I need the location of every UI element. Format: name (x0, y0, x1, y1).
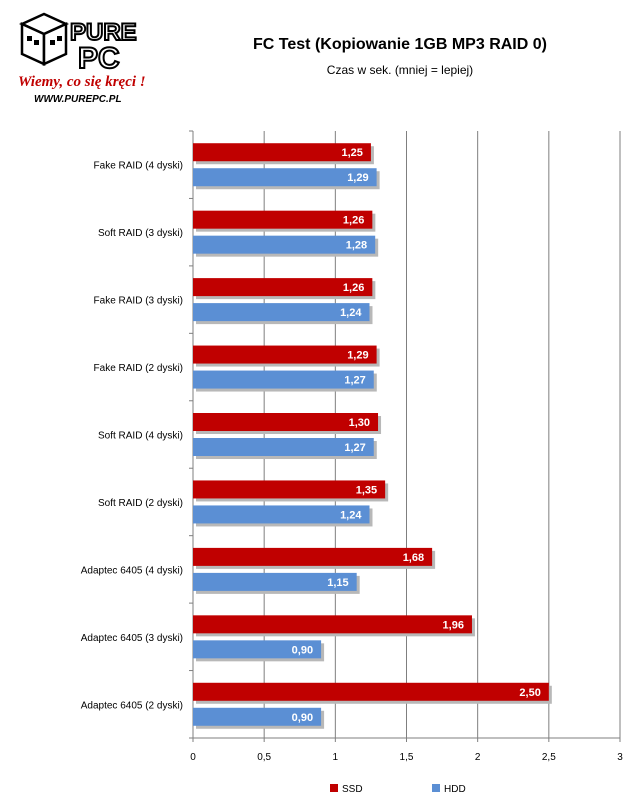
hdd-bar (193, 438, 374, 456)
x-tick-label: 1 (333, 752, 339, 763)
data-label: 2,50 (519, 687, 540, 699)
data-label: 1,25 (341, 147, 362, 159)
ssd-bar (193, 682, 549, 701)
logo-brand-top: PURE (70, 19, 137, 46)
hdd-bar (193, 235, 376, 254)
data-label: 0,90 (292, 712, 313, 724)
x-tick-label: 3 (617, 752, 623, 763)
data-label: 1,24 (340, 509, 362, 521)
data-label: 1,27 (344, 375, 365, 387)
hdd-bar (193, 707, 322, 726)
chart-subtitle: Czas w sek. (mniej = lepiej) (326, 63, 474, 77)
logo-slogan: Wiemy, co się kręci ! (18, 74, 146, 90)
category-label: Adaptec 6405 (2 dyski) (81, 700, 183, 711)
ssd-legend-label: SSD (342, 784, 363, 795)
data-label: 1,27 (344, 442, 365, 454)
ssd-bar (193, 615, 472, 634)
category-label: Fake RAID (4 dyski) (94, 161, 183, 172)
data-label: 1,29 (347, 350, 368, 362)
ssd-bar (193, 480, 386, 499)
purepc-logo-graphic: PURE PC Wiemy, co się kręci ! WWW.PUREPC… (18, 12, 146, 105)
category-label: Soft RAID (2 dyski) (98, 498, 183, 509)
data-label: 1,29 (347, 172, 368, 184)
ssd-bar (193, 143, 371, 162)
category-label: Soft RAID (4 dyski) (98, 431, 183, 442)
hdd-bar (193, 168, 377, 187)
logo-url: WWW.PUREPC.PL (34, 94, 122, 105)
data-label: 1,15 (327, 577, 348, 589)
category-label: Fake RAID (2 dyski) (94, 363, 183, 374)
x-tick-label: 2,5 (542, 752, 556, 763)
x-tick-label: 1,5 (400, 752, 414, 763)
hdd-bar (193, 505, 370, 524)
category-label: Fake RAID (3 dyski) (94, 296, 183, 307)
data-label: 1,26 (343, 215, 364, 227)
purepc-logo: PURE PC Wiemy, co się kręci ! WWW.PUREPC… (12, 6, 182, 106)
logo-brand-bottom: PC (78, 42, 120, 75)
ssd-bar (193, 413, 379, 431)
data-label: 1,35 (356, 484, 377, 496)
x-tick-label: 0,5 (257, 752, 271, 763)
data-label: 1,68 (403, 552, 424, 564)
hdd-legend-label: HDD (444, 784, 466, 795)
hdd-bar (193, 640, 322, 659)
ssd-bar (193, 547, 433, 566)
hdd-bar (193, 572, 357, 591)
cube-icon (18, 12, 70, 66)
data-label: 1,26 (343, 282, 364, 294)
ssd-bar (193, 345, 377, 364)
data-label: 1,30 (349, 417, 370, 429)
category-label: Adaptec 6405 (3 dyski) (81, 633, 183, 644)
x-tick-label: 2 (475, 752, 481, 763)
data-label: 1,28 (346, 240, 367, 252)
x-tick-label: 0 (190, 752, 196, 763)
category-label: Adaptec 6405 (4 dyski) (81, 565, 183, 576)
ssd-bar (193, 210, 373, 229)
ssd-legend-swatch (330, 784, 338, 792)
hdd-bar (193, 303, 370, 322)
hdd-legend-swatch (432, 784, 440, 792)
data-label: 1,96 (443, 619, 464, 631)
ssd-bar (193, 278, 373, 297)
chart-title: FC Test (Kopiowanie 1GB MP3 RAID 0) (253, 36, 547, 53)
data-label: 0,90 (292, 644, 313, 656)
category-label: Soft RAID (3 dyski) (98, 228, 183, 239)
data-label: 1,24 (340, 307, 362, 319)
hdd-bar (193, 370, 374, 389)
